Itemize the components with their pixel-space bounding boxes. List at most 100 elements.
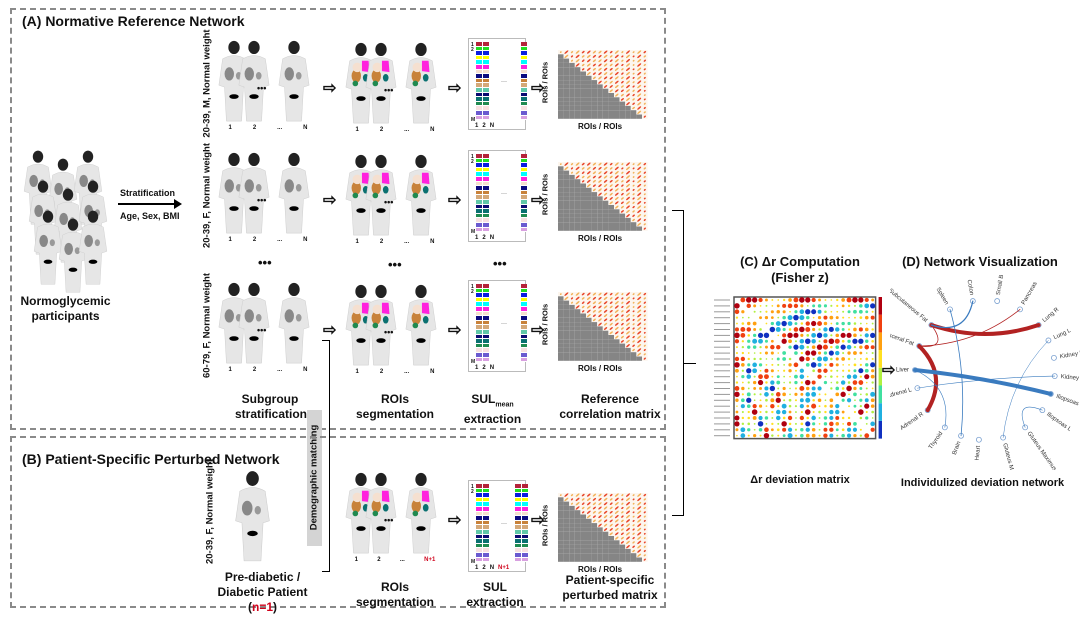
matrix-dot: [753, 310, 756, 313]
matrix-cell: [614, 343, 620, 348]
matrix-cell: [597, 205, 603, 210]
matrix-cell: [608, 335, 614, 340]
subject-indices: 1 2... N: [218, 367, 318, 373]
sul-extraction: extraction: [463, 412, 522, 427]
matrix-dot: [852, 374, 858, 379]
matrix-cell: [602, 101, 609, 106]
pet-scan-group: ••• 1 2... N: [213, 280, 323, 375]
row-label: [714, 317, 730, 319]
matrix-cell: [574, 343, 581, 348]
matrix-dot: [777, 369, 780, 372]
matrix-dot: [859, 345, 863, 349]
sul-index: 2: [482, 565, 486, 571]
matrix-dot: [746, 303, 751, 309]
matrix-dot: [871, 417, 874, 419]
matrix-dot: [751, 409, 758, 415]
matrix-cell: [563, 501, 570, 506]
step-arrow: ⇨: [448, 512, 462, 529]
matrix-cell: [558, 88, 564, 93]
network-edge[interactable]: [918, 324, 939, 347]
matrix-cell: [602, 356, 609, 361]
matrix-cell: [563, 339, 570, 344]
matrix-cell: [586, 80, 592, 85]
matrix-cell: [563, 527, 570, 532]
matrix-cell: [558, 166, 564, 171]
matrix-cell: [586, 187, 592, 193]
matrix-cell: [580, 356, 586, 361]
network-edge[interactable]: [917, 344, 939, 413]
network-node[interactable]: [975, 436, 982, 443]
body-scan-image: [400, 470, 442, 560]
matrix-cell: [636, 356, 642, 361]
matrix-dot: [871, 339, 874, 343]
matrix-dot: [841, 387, 845, 390]
matrix-cell: [586, 536, 592, 541]
subject-index: ...: [277, 125, 283, 131]
matrix-dot: [830, 387, 833, 390]
network-edge[interactable]: [1002, 340, 1049, 438]
matrix-dot: [830, 322, 833, 325]
matrix-dot: [787, 315, 793, 321]
matrix-cell: [614, 557, 620, 562]
matrix-cell: [602, 114, 609, 119]
matrix-dot: [871, 357, 874, 361]
network-edge[interactable]: [913, 368, 1053, 396]
matrix-dot: [818, 428, 821, 431]
matrix-cell: [558, 71, 564, 76]
network-edge[interactable]: [1021, 406, 1043, 428]
network-edge[interactable]: [930, 300, 974, 329]
matrix-cell: [630, 356, 637, 361]
matrix-cell: [563, 114, 570, 119]
matrix-cell: [558, 54, 564, 59]
matrix-cell: [580, 352, 586, 357]
matrix-cell: [574, 322, 581, 327]
matrix-dot: [865, 339, 869, 343]
network-edge[interactable]: [917, 375, 1056, 389]
network-edge[interactable]: [918, 308, 1021, 347]
matrix-dot: [824, 363, 827, 367]
matrix-dot: [740, 332, 746, 338]
matrix-cell: [569, 553, 575, 558]
network-node[interactable]: [1051, 354, 1057, 361]
matrix-cell: [625, 217, 631, 223]
matrix-cell: [597, 557, 603, 562]
matrix-cell: [586, 114, 592, 119]
matrix-cell: [586, 196, 592, 201]
matrix-cell: [558, 505, 564, 511]
matrix-dot: [782, 351, 787, 355]
network-node[interactable]: [994, 298, 1001, 304]
colorbar-segment: [878, 385, 882, 404]
matrix-cell: [574, 339, 581, 344]
colorbar-segment: [878, 420, 882, 439]
matrix-dot: [799, 309, 805, 315]
matrix-cell: [597, 527, 603, 532]
matrix-cell: [586, 88, 592, 93]
matrix-cell: [602, 93, 609, 98]
matrix-dot: [864, 297, 869, 303]
matrix-dot: [847, 421, 852, 426]
arrow-head: [174, 199, 182, 209]
network-edge[interactable]: [929, 323, 1041, 336]
row-label: [714, 370, 730, 372]
matrix-dot: [758, 297, 763, 303]
matrix-dot: [740, 356, 746, 362]
matrix-cell: [569, 523, 575, 528]
matrix-dot: [834, 338, 840, 344]
matrix-cell: [597, 217, 603, 223]
matrix-dot: [811, 339, 816, 344]
matrix-cell: [558, 93, 564, 98]
matrix-dot: [752, 362, 757, 368]
network-edge[interactable]: [949, 308, 964, 437]
matrix-cell: [614, 548, 620, 554]
matrix-dot: [783, 375, 786, 378]
matrix-cell: [574, 531, 581, 536]
matrix-cell: [602, 540, 609, 545]
matrix-cell: [614, 544, 620, 549]
network-edge[interactable]: [914, 369, 947, 428]
matrix-dot: [764, 374, 769, 380]
subject-index: ...: [404, 239, 410, 245]
matrix-dot: [853, 351, 857, 355]
matrix-cell: [619, 110, 626, 115]
subject-index: 2: [379, 239, 384, 245]
